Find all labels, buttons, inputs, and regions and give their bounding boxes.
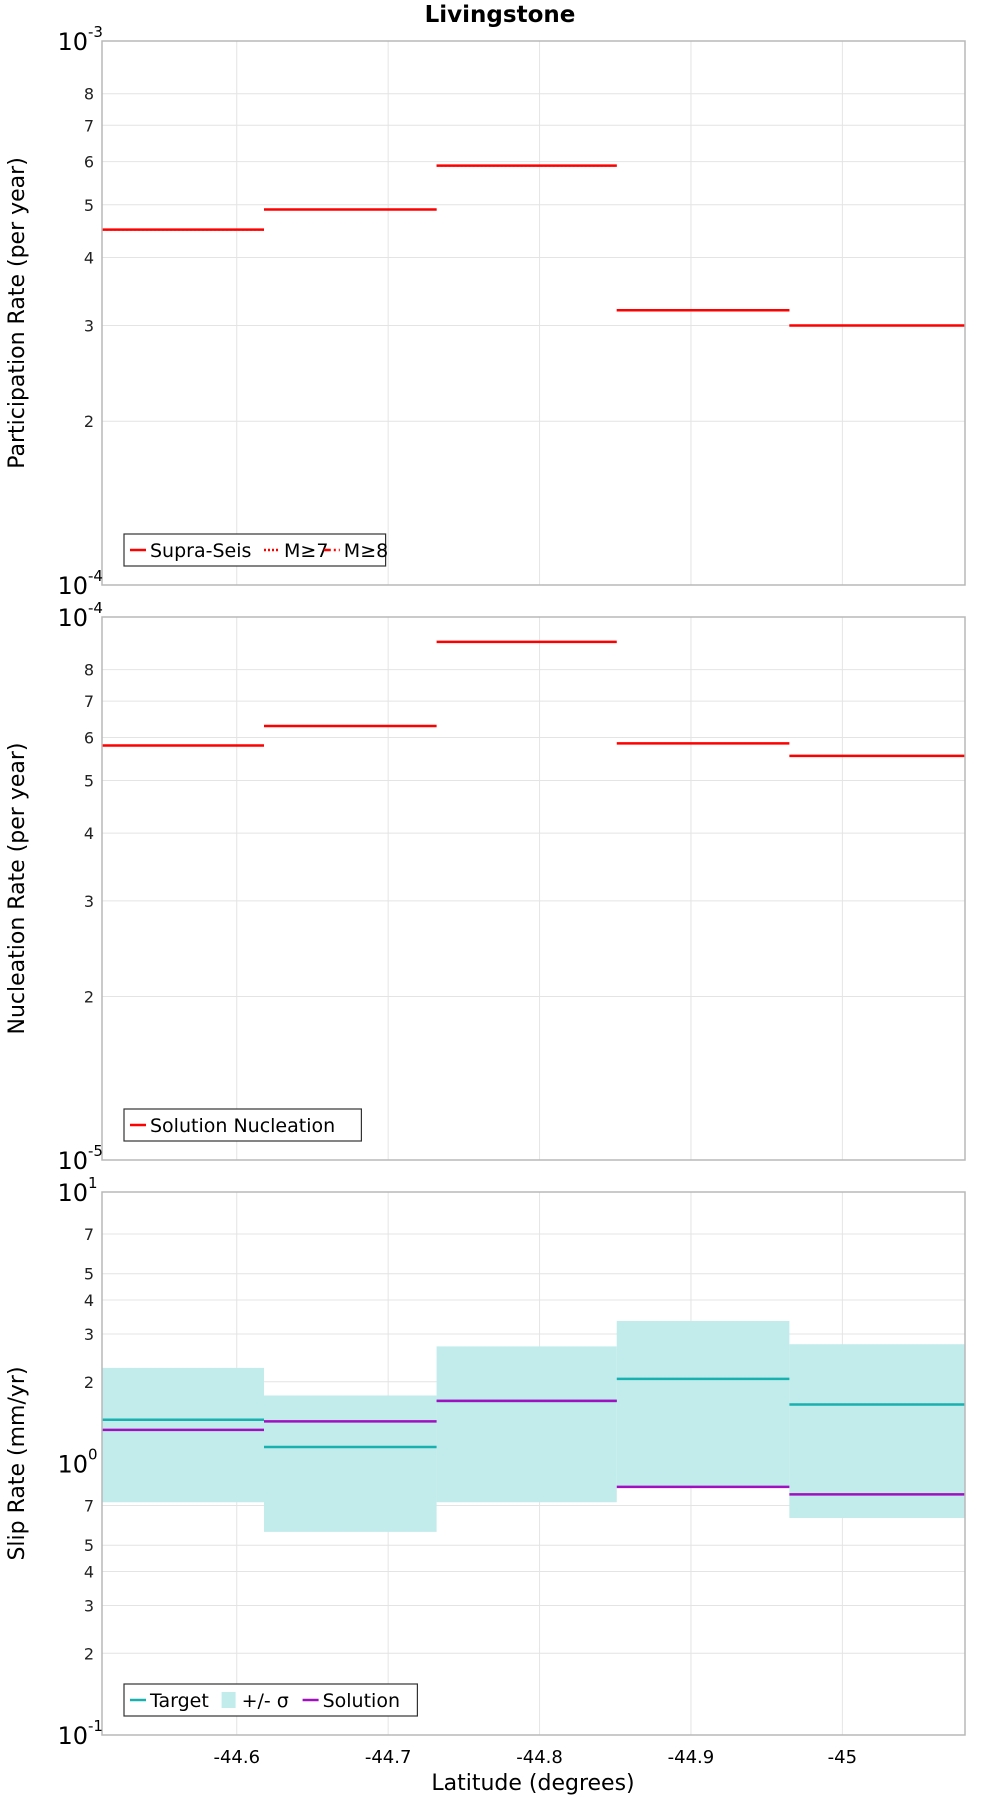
y-decade-exponent: -4: [88, 567, 103, 585]
y-axis-label: Nucleation Rate (per year): [5, 743, 30, 1035]
x-tick-label: -44.8: [516, 1747, 563, 1768]
y-tick-label: 7: [84, 1497, 94, 1516]
legend-label: Target: [149, 1690, 209, 1712]
y-decade-exponent: -5: [88, 1142, 103, 1160]
legend-box: [123, 1108, 362, 1142]
y-tick-label: 5: [84, 1265, 94, 1284]
y-tick-label: 7: [84, 1225, 94, 1244]
plot-frame: [101, 616, 966, 1161]
y-decade-label: 10: [57, 1179, 88, 1207]
y-tick-label: 3: [84, 892, 94, 911]
x-tick-label: -44.6: [213, 1747, 260, 1768]
y-tick-label: 4: [84, 248, 94, 267]
y-decade-label: 10: [57, 1722, 88, 1750]
y-axis-label: Participation Rate (per year): [5, 157, 30, 469]
uncertainty-band-segment: [102, 1367, 265, 1503]
legend-label: Supra-Seis: [150, 540, 251, 562]
x-tick-label: -44.9: [668, 1747, 715, 1768]
y-tick-label: 5: [84, 1536, 94, 1555]
legend-label: M≥7: [284, 540, 328, 562]
legend-label: +/- σ: [242, 1690, 289, 1712]
y-decade-exponent: 1: [88, 1174, 98, 1192]
y-tick-label: 6: [84, 153, 94, 172]
y-tick-label: 2: [84, 1644, 94, 1663]
y-tick-label: 8: [84, 85, 94, 104]
legend-label: Solution: [323, 1690, 400, 1712]
y-tick-label: 2: [84, 412, 94, 431]
y-tick-label: 2: [84, 1373, 94, 1392]
x-axis-label: Latitude (degrees): [431, 1771, 634, 1796]
x-tick-label: -44.7: [365, 1747, 412, 1768]
y-tick-label: 5: [84, 196, 94, 215]
uncertainty-band-segment: [436, 1346, 617, 1503]
legend: Solution Nucleation: [123, 1108, 362, 1142]
uncertainty-band-segment: [264, 1395, 437, 1532]
y-decade-exponent: -3: [88, 23, 103, 41]
y-tick-label: 8: [84, 661, 94, 680]
y-decade-exponent: -1: [88, 1717, 103, 1735]
chart-title: Livingstone: [425, 2, 576, 28]
y-decade-exponent: 0: [88, 1446, 98, 1464]
x-tick-label: -45: [828, 1747, 857, 1768]
y-axis-label: Slip Rate (mm/yr): [5, 1366, 30, 1560]
y-tick-label: 2: [84, 988, 94, 1007]
y-tick-label: 4: [84, 1563, 94, 1582]
y-tick-label: 4: [84, 1291, 94, 1310]
legend-box: [123, 533, 387, 567]
y-decade-label: 10: [57, 572, 88, 600]
uncertainty-band-segment: [789, 1344, 965, 1518]
y-tick-label: 6: [84, 728, 94, 747]
y-decade-label: 10: [57, 604, 88, 632]
y-tick-label: 3: [84, 316, 94, 335]
y-tick-label: 3: [84, 1325, 94, 1344]
uncertainty-band-segment: [616, 1320, 790, 1487]
plot-frame: [101, 40, 966, 586]
legend: Target +/- σ Solution: [123, 1683, 418, 1717]
y-decade-exponent: -4: [88, 599, 103, 617]
y-decade-label: 10: [57, 1451, 88, 1479]
y-tick-label: 4: [84, 824, 94, 843]
y-tick-label: 5: [84, 771, 94, 790]
y-tick-label: 7: [84, 692, 94, 711]
y-tick-label: 7: [84, 116, 94, 135]
legend: Supra-Seis M≥7 M≥8: [123, 533, 388, 567]
legend-box: [123, 1683, 418, 1717]
y-decade-label: 10: [57, 1147, 88, 1175]
legend-swatch: [221, 1692, 236, 1708]
plot-frame: [101, 1191, 966, 1736]
y-decade-label: 10: [57, 28, 88, 56]
legend-label: Solution Nucleation: [150, 1115, 335, 1137]
y-tick-label: 3: [84, 1596, 94, 1615]
legend-label: M≥8: [344, 540, 388, 562]
